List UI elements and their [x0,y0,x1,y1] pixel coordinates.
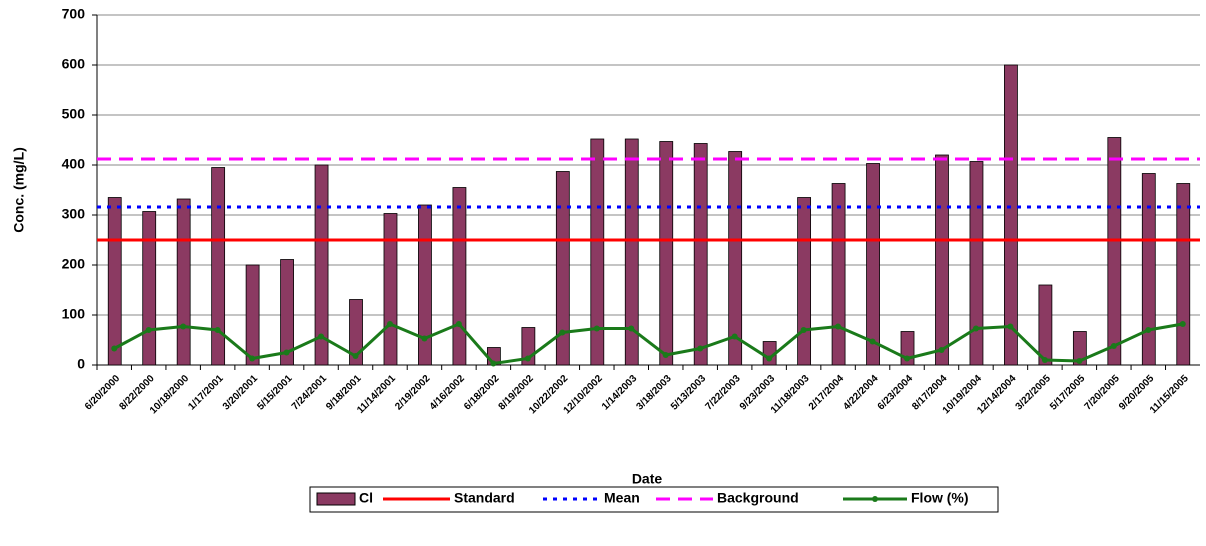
flow-point [455,321,462,327]
bar [211,167,226,366]
x-tick-label: 5/17/2005 [1048,373,1088,413]
legend-label: Flow (%) [911,490,969,506]
flow-point [697,345,704,352]
bar [176,198,191,366]
flow-point [283,349,290,356]
flow-point [180,323,187,330]
flow-point [318,333,325,340]
bar [142,211,157,366]
flow-point [662,352,669,358]
flow-point [800,327,807,333]
x-tick-label: 7/24/2001 [290,373,330,413]
flow-point [731,333,738,340]
legend-swatch [316,492,356,506]
x-tick-label: 6/18/2002 [462,373,502,413]
flow-line [113,322,1184,366]
x-tick-label: 6/20/2000 [83,373,123,413]
bar [1038,284,1053,366]
x-tick-label: 4/22/2004 [841,373,881,413]
bar [452,187,467,366]
bar [935,154,949,366]
bar [349,299,363,366]
x-axis-label: Date [632,471,663,487]
bar [383,213,398,366]
x-tick-label: 6/23/2004 [876,373,916,413]
flow-point [766,355,773,362]
legend-label: Mean [604,490,640,506]
flow-point [1041,357,1048,363]
y-tick-label: 0 [77,356,85,372]
bar [969,161,984,366]
x-tick-label: 1/14/2003 [600,373,640,413]
bar [1107,137,1122,366]
bar [107,197,122,366]
flow-point [1076,358,1083,364]
legend-label: Standard [454,490,515,506]
flow-point [835,323,842,330]
bar [1141,173,1156,366]
bar [659,141,674,366]
flow-point [1179,321,1186,327]
flow-point [111,345,118,352]
flow-point [869,338,876,345]
y-tick-label: 200 [62,256,86,272]
x-tick-label: 5/13/2003 [669,373,709,413]
bar [624,138,639,366]
y-tick-label: 700 [62,6,86,22]
y-tick-label: 600 [62,56,86,72]
flow-point [249,355,256,362]
legend-label: Background [717,490,799,506]
x-tick-label: 4/16/2002 [428,373,468,413]
bar [1176,183,1191,366]
flow-point [1110,343,1117,349]
bar [1072,331,1087,366]
y-tick-label: 300 [62,206,86,222]
flow-point [593,325,600,332]
legend-label: Cl [359,490,373,506]
flow-point [972,325,979,332]
flow-point [628,325,635,332]
bar [728,151,743,366]
flow-point [352,353,359,359]
flow-point [490,360,497,367]
flow-point [386,321,393,327]
x-tick-label: 1/17/2001 [186,373,226,413]
x-tick-label: 3/20/2001 [221,373,261,413]
x-tick-label: 2/17/2004 [807,373,847,413]
y-axis-label: Conc. (mg/L) [11,147,27,233]
bar [590,138,605,366]
x-tick-label: 7/22/2003 [703,373,743,413]
flow-point [145,327,152,333]
bar [280,259,294,366]
legend-marker [872,496,878,502]
x-tick-label: 3/18/2003 [634,373,674,413]
flow-point [1007,323,1014,330]
y-tick-label: 500 [62,106,86,122]
x-tick-label: 7/20/2005 [1083,373,1123,413]
bar [866,163,880,366]
flow-point [524,355,531,362]
bar [797,197,812,366]
flow-point [421,335,428,342]
bar [418,204,432,366]
bar [1004,64,1018,366]
flow-point [214,327,221,333]
x-tick-label: 2/19/2002 [393,373,433,413]
bar [245,264,260,366]
flow-point [1145,327,1152,333]
flow-point [938,347,945,353]
bar [314,164,329,366]
bar [831,183,846,366]
flow-point [559,329,566,336]
y-tick-label: 100 [62,306,86,322]
y-tick-label: 400 [62,156,86,172]
flow-point [904,355,911,362]
legend-box [309,486,999,513]
x-tick-label: 5/15/2001 [255,373,295,413]
bar [555,171,570,366]
x-tick-label: 3/22/2005 [1014,373,1054,413]
bar [693,143,708,366]
